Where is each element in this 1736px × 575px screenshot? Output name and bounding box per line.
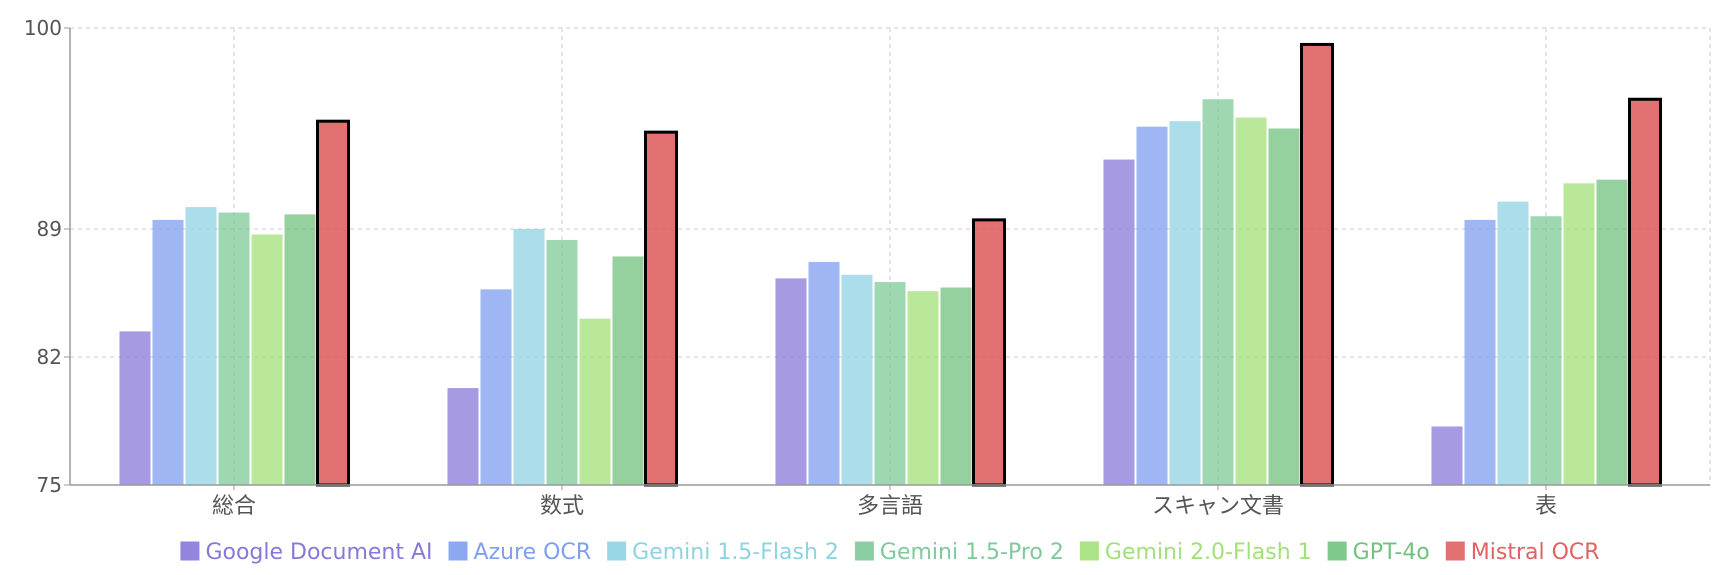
legend-item-mistral-ocr[interactable]: Mistral OCR (1445, 540, 1600, 565)
bar-gemini-1-5-flash-2-2[interactable] (841, 274, 873, 485)
y-tick-label: 82 (37, 345, 62, 369)
bar-google-document-ai-4[interactable] (1431, 426, 1463, 485)
legend-label: Mistral OCR (1471, 540, 1600, 565)
bar-google-document-ai-0[interactable] (119, 331, 151, 485)
bar-mistral-ocr-1[interactable] (644, 130, 678, 487)
bar-gemini-1-5-flash-2-3[interactable] (1169, 121, 1201, 485)
legend-swatch (180, 541, 200, 561)
legend-label: Gemini 1.5-Flash 2 (632, 540, 839, 565)
bar-gemini-2-0-flash-1-3[interactable] (1235, 117, 1267, 485)
legend-item-gemini-1-5-pro-2[interactable]: Gemini 1.5-Pro 2 (854, 540, 1064, 565)
bar-google-document-ai-3[interactable] (1103, 159, 1135, 485)
bar-gemini-2-0-flash-1-2[interactable] (907, 291, 939, 485)
axes (64, 27, 1710, 490)
legend-swatch (1445, 541, 1465, 561)
bar-gemini-1-5-pro-2-2[interactable] (874, 282, 906, 485)
legend-label: Azure OCR (474, 540, 592, 565)
x-tick-label: 数式 (540, 494, 584, 519)
y-tick-label: 100 (24, 16, 62, 40)
bar-gpt-4o-3[interactable] (1268, 128, 1300, 486)
bar-mistral-ocr-2[interactable] (972, 218, 1006, 487)
bar-gemini-1-5-flash-2-4[interactable] (1497, 201, 1529, 485)
bar-gemini-2-0-flash-1-4[interactable] (1563, 183, 1595, 485)
y-tick-labels: 75 82 89 100 (24, 16, 62, 497)
bar-google-document-ai-2[interactable] (775, 278, 807, 485)
bar-gemini-1-5-flash-2-0[interactable] (185, 207, 217, 485)
bar-gemini-1-5-pro-2-1[interactable] (546, 239, 578, 485)
legend-swatch (607, 541, 627, 561)
bar-azure-ocr-4[interactable] (1464, 219, 1496, 485)
legend-item-gemini-2-0-flash-1[interactable]: Gemini 2.0-Flash 1 (1079, 540, 1312, 565)
bar-gpt-4o-2[interactable] (940, 287, 972, 485)
bar-gpt-4o-4[interactable] (1596, 179, 1628, 485)
legend-swatch (448, 541, 468, 561)
bar-gemini-1-5-pro-2-4[interactable] (1530, 216, 1562, 485)
x-tick-label: 表 (1535, 494, 1557, 519)
bar-gemini-1-5-pro-2-3[interactable] (1202, 99, 1234, 485)
bar-mistral-ocr-0[interactable] (316, 119, 350, 487)
legend-swatch (854, 541, 874, 561)
bar-azure-ocr-2[interactable] (808, 261, 840, 485)
bar-gpt-4o-0[interactable] (284, 214, 316, 485)
bar-azure-ocr-3[interactable] (1136, 126, 1168, 485)
legend: Google Document AI Azure OCR Gemini 1.5-Fl… (180, 540, 1600, 565)
bar-mistral-ocr-4[interactable] (1628, 97, 1662, 487)
legend-label: Gemini 2.0-Flash 1 (1105, 540, 1312, 565)
legend-label: Gemini 1.5-Pro 2 (880, 540, 1064, 565)
legend-item-azure-ocr[interactable]: Azure OCR (448, 540, 592, 565)
bar-google-document-ai-1[interactable] (447, 388, 479, 485)
bar-gemini-1-5-pro-2-0[interactable] (218, 212, 250, 485)
legend-label: Google Document AI (205, 540, 432, 565)
bar-azure-ocr-1[interactable] (480, 289, 512, 485)
legend-label: GPT-4o (1353, 540, 1430, 565)
x-tick-label: 総合 (212, 494, 256, 519)
bar-mistral-ocr-3[interactable] (1300, 42, 1334, 487)
bar-gpt-4o-1[interactable] (612, 256, 644, 485)
x-tick-labels: 総合 数式 多言語 スキャン文書 表 (212, 494, 1557, 519)
legend-item-gemini-1-5-flash-2[interactable]: Gemini 1.5-Flash 2 (607, 540, 839, 565)
bar-gemini-1-5-flash-2-1[interactable] (513, 229, 545, 485)
legend-item-gpt-4o[interactable]: GPT-4o (1327, 540, 1430, 565)
legend-swatch (1327, 541, 1347, 561)
x-tick-label: 多言語 (857, 494, 923, 519)
legend-swatch (1079, 541, 1099, 561)
x-tick-label: スキャン文書 (1152, 494, 1284, 519)
legend-item-google-document-ai[interactable]: Google Document AI (180, 540, 433, 565)
bars (119, 42, 1662, 487)
bar-gemini-2-0-flash-1-0[interactable] (251, 234, 283, 485)
bar-gemini-2-0-flash-1-1[interactable] (579, 318, 611, 485)
y-tick-label: 75 (37, 473, 62, 497)
bar-azure-ocr-0[interactable] (152, 219, 184, 485)
y-tick-label: 89 (37, 217, 62, 241)
